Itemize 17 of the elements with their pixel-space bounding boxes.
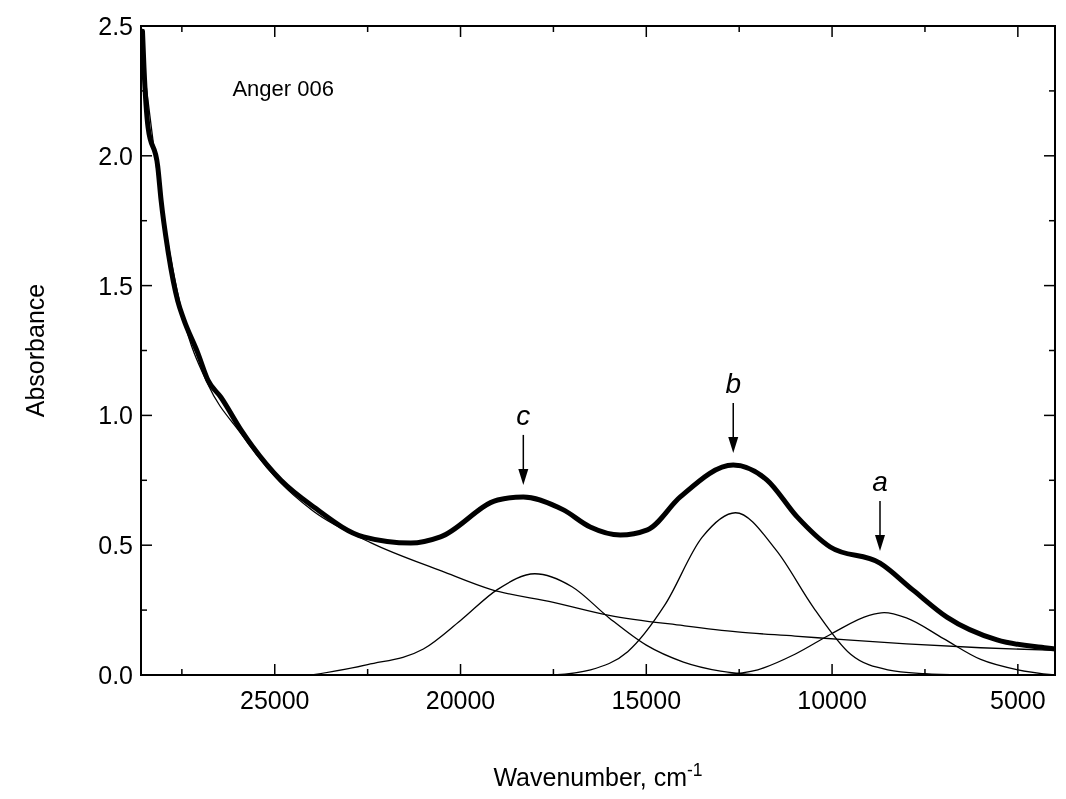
y-axis-title: Absorbance [21, 283, 49, 418]
y-tick-label: 0.5 [98, 531, 133, 560]
y-tick-label: 1.5 [98, 271, 133, 300]
y-tick-label: 1.0 [98, 401, 133, 430]
annotation: a [872, 466, 888, 498]
x-axis-title: Wavenumber, cm$^{-1}$ [493, 760, 703, 791]
annotation: b [725, 367, 742, 399]
x-tick-label: 20000 [425, 686, 496, 714]
annotation: c [516, 399, 531, 431]
x-tick-label: 5000 [990, 686, 1046, 714]
annotation: Anger 006 [232, 76, 334, 101]
y-tick-label: 2.0 [98, 141, 133, 170]
x-tick-label: 25000 [239, 686, 310, 714]
y-tick-label: 2.5 [98, 12, 133, 40]
x-tick-label: 10000 [797, 686, 867, 714]
x-tick-label: 15000 [611, 686, 682, 714]
y-tick-label: 0.0 [98, 661, 133, 689]
